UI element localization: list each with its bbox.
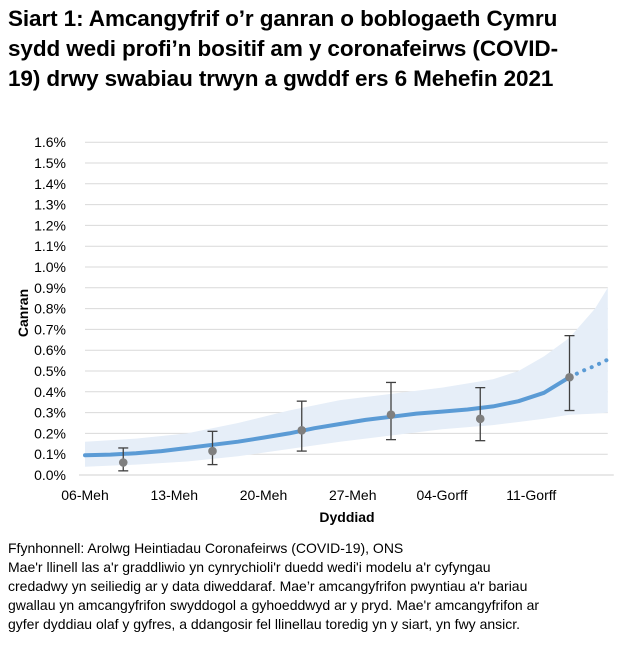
data-point-marker (565, 372, 574, 382)
data-point-marker (386, 410, 396, 419)
y-tick-label: 0.3% (34, 405, 66, 421)
x-tick-label: 27-Meh (329, 487, 376, 503)
point-estimate (386, 381, 396, 441)
y-tick-label: 1.5% (34, 155, 66, 171)
point-estimate (564, 334, 575, 412)
x-tick-label: 20-Meh (240, 487, 287, 503)
methodology-note-line: gwallau yn amcangyfrifon swyddogol a gyh… (8, 597, 540, 613)
chart-title-line: Siart 1: Amcangyfrif o’r ganran o boblog… (8, 6, 558, 31)
methodology-note-line: Mae'r llinell las a'r graddliwio yn cynr… (8, 559, 491, 575)
chart-title-line: sydd wedi profi’n bositif am y coronafei… (8, 36, 558, 61)
y-tick-label: 1.2% (34, 217, 66, 233)
trend-line-dotted (567, 357, 610, 380)
point-estimates (118, 334, 575, 472)
y-tick-label: 0.1% (34, 446, 66, 462)
x-tick-label: 13-Meh (151, 487, 198, 503)
point-estimate (296, 400, 307, 452)
y-tick-label: 1.1% (34, 238, 66, 254)
y-tick-label: 1.6% (34, 134, 66, 150)
x-axis-ticks: 06-Meh 13-Meh 20-Meh 27-Meh 04-Gorff 11-Gorff (61, 487, 556, 503)
source-note: Ffynhonnell: Arolwg Heintiadau Coronafei… (8, 540, 404, 556)
data-point-marker (118, 458, 128, 467)
y-tick-label: 0.5% (34, 363, 66, 379)
y-tick-label: 0.2% (34, 425, 66, 441)
y-tick-label: 0.0% (34, 467, 66, 483)
x-tick-label: 06-Meh (61, 487, 108, 503)
y-tick-label: 0.4% (34, 384, 66, 400)
chart-title: Siart 1: Amcangyfrif o’r ganran o boblog… (8, 4, 628, 94)
point-estimate (207, 430, 218, 466)
credible-interval-band (85, 287, 608, 467)
y-tick-label: 1.0% (34, 259, 66, 275)
y-tick-label: 0.9% (34, 280, 66, 296)
y-tick-label: 0.7% (34, 321, 66, 337)
y-tick-label: 0.6% (34, 342, 66, 358)
data-point-marker (475, 414, 485, 424)
methodology-note-line: gyfer dyddiau olaf y gyfres, a ddangosir… (8, 616, 521, 632)
data-point-marker (208, 446, 217, 456)
trend-line (83, 375, 572, 458)
point-estimate (118, 447, 129, 472)
y-axis-ticks: 0.0% 0.1% 0.2% 0.3% 0.4% 0.5% 0.6% 0.7% 0.8% 0.9%… (34, 134, 66, 483)
x-axis-title: Dyddiad (319, 509, 374, 525)
data-point-marker (297, 425, 307, 435)
x-tick-label: 11-Gorff (506, 487, 556, 503)
point-estimate (475, 386, 486, 442)
y-tick-label: 1.3% (34, 197, 66, 213)
x-tick-label: 04-Gorff (416, 487, 467, 503)
y-axis-title: Canran (15, 289, 31, 337)
y-tick-label: 0.8% (34, 301, 66, 317)
methodology-note-line: credadwy yn seiliedig ar y data diweddar… (8, 578, 528, 594)
chart-footer: Ffynhonnell: Arolwg Heintiadau Coronafei… (8, 539, 628, 634)
y-tick-label: 1.4% (34, 176, 66, 192)
chart-title-line: 19) drwy swabiau trwyn a gwddf ers 6 Meh… (8, 66, 554, 91)
